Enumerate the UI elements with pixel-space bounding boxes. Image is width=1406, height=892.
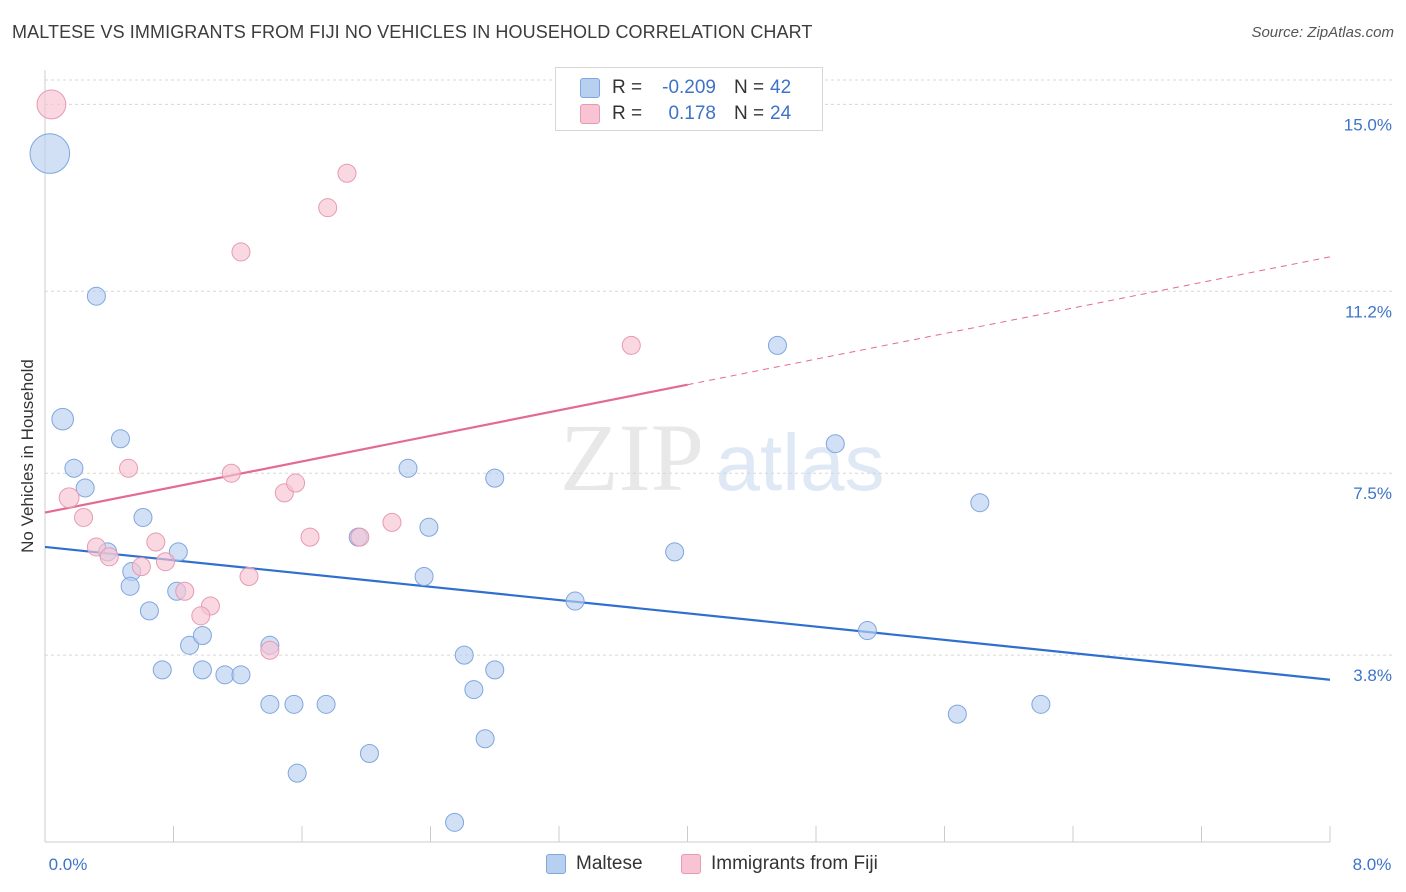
point-fiji: [318, 198, 338, 218]
watermark: ZIP atlas: [560, 404, 884, 511]
point-fiji: [175, 581, 195, 601]
point-fiji: [221, 463, 241, 483]
legend-n-value: 42: [770, 77, 792, 98]
point-maltese: [359, 743, 379, 763]
point-maltese: [260, 694, 280, 714]
y-tick-label: 15.0%: [1344, 115, 1392, 134]
watermark-atlas: atlas: [716, 418, 885, 507]
trend-line-fiji: [44, 383, 688, 514]
point-maltese: [287, 763, 307, 783]
y-tick-label: 7.5%: [1353, 484, 1392, 503]
point-maltese: [825, 434, 845, 454]
point-fiji: [99, 547, 119, 567]
point-maltese: [419, 517, 439, 537]
point-maltese: [180, 635, 200, 655]
point-fiji: [191, 606, 211, 626]
legend-swatch-maltese: [580, 78, 600, 98]
bottom-legend-fiji: Immigrants from Fiji: [681, 852, 878, 876]
chart-title: MALTESE VS IMMIGRANTS FROM FIJI NO VEHIC…: [12, 22, 813, 42]
point-maltese: [64, 458, 84, 478]
point-maltese: [485, 660, 505, 680]
point-maltese: [485, 468, 505, 488]
point-maltese: [398, 458, 418, 478]
legend-swatch-fiji: [580, 104, 600, 124]
point-fiji: [74, 507, 94, 527]
legend-row-fiji: R = 0.178 N = 24: [580, 101, 791, 127]
point-maltese: [192, 625, 212, 645]
point-maltese: [75, 478, 95, 498]
point-maltese: [414, 566, 434, 586]
point-maltese: [284, 694, 304, 714]
trend-line-maltese: [44, 545, 1331, 681]
bottom-legend-label-maltese: Maltese: [576, 853, 643, 874]
point-maltese: [133, 507, 153, 527]
legend-r-value: 0.178: [668, 103, 716, 124]
point-maltese: [445, 812, 465, 832]
point-maltese: [29, 133, 71, 174]
point-fiji: [337, 163, 357, 183]
trend-lines: [44, 256, 1331, 681]
legend-n-label: N =: [734, 103, 765, 124]
point-fiji: [36, 89, 67, 120]
axes: [44, 70, 1331, 843]
legend-r-value: -0.209: [662, 77, 716, 98]
trend-line-fiji-extrapolated: [687, 256, 1331, 386]
point-maltese: [1031, 694, 1051, 714]
tick-labels: 3.8% 7.5% 11.2% 15.0% 0.0% 8.0%: [49, 115, 1392, 874]
point-fiji: [286, 473, 306, 493]
point-fiji: [260, 640, 280, 660]
legend: R = -0.209 N = 42 R = 0.178 N = 24: [555, 67, 823, 131]
point-maltese: [120, 576, 140, 596]
bottom-legend-label-fiji: Immigrants from Fiji: [711, 853, 878, 874]
legend-r-label: R =: [612, 77, 643, 98]
point-maltese: [168, 542, 188, 562]
data-points: [29, 89, 1051, 832]
point-maltese: [767, 335, 787, 355]
watermark-zip: ZIP: [560, 404, 704, 511]
x-tick-label: 0.0%: [49, 855, 88, 874]
point-maltese: [86, 286, 106, 306]
point-maltese: [215, 665, 235, 685]
point-maltese: [665, 542, 685, 562]
legend-r-label: R =: [612, 103, 643, 124]
point-maltese: [316, 694, 336, 714]
point-maltese: [110, 429, 130, 449]
point-maltese: [231, 665, 251, 685]
point-fiji: [131, 557, 151, 577]
point-fiji: [155, 552, 175, 572]
legend-row-maltese: R = -0.209 N = 42: [580, 75, 791, 101]
point-fiji: [86, 537, 106, 557]
point-fiji: [119, 458, 139, 478]
point-maltese: [152, 660, 172, 680]
legend-n-label: N =: [734, 77, 765, 98]
point-maltese: [475, 729, 495, 749]
x-tick-label: 8.0%: [1353, 855, 1392, 874]
point-fiji: [58, 487, 80, 509]
y-tick-label: 3.8%: [1353, 666, 1392, 685]
point-fiji: [239, 566, 259, 586]
point-maltese: [565, 591, 585, 611]
y-axis-label: No Vehicles in Household: [18, 359, 37, 553]
point-fiji: [300, 527, 320, 547]
point-maltese: [139, 601, 159, 621]
point-maltese: [947, 704, 967, 724]
point-maltese: [192, 660, 212, 680]
source-label: Source: ZipAtlas.com: [1251, 24, 1394, 41]
point-fiji: [146, 532, 166, 552]
point-maltese: [454, 645, 474, 665]
bottom-legend-swatch-maltese: [546, 854, 566, 874]
bottom-legend-swatch-fiji: [681, 854, 701, 874]
point-fiji: [231, 242, 251, 262]
point-maltese: [970, 493, 990, 513]
point-fiji: [621, 335, 641, 355]
bottom-legend-maltese: Maltese: [546, 852, 643, 876]
point-maltese: [51, 407, 74, 431]
point-maltese: [464, 680, 484, 700]
point-fiji: [350, 527, 370, 547]
legend-n-value: 24: [770, 103, 792, 124]
point-fiji: [382, 512, 402, 532]
point-maltese: [857, 621, 877, 641]
y-tick-label: 11.2%: [1345, 302, 1392, 321]
